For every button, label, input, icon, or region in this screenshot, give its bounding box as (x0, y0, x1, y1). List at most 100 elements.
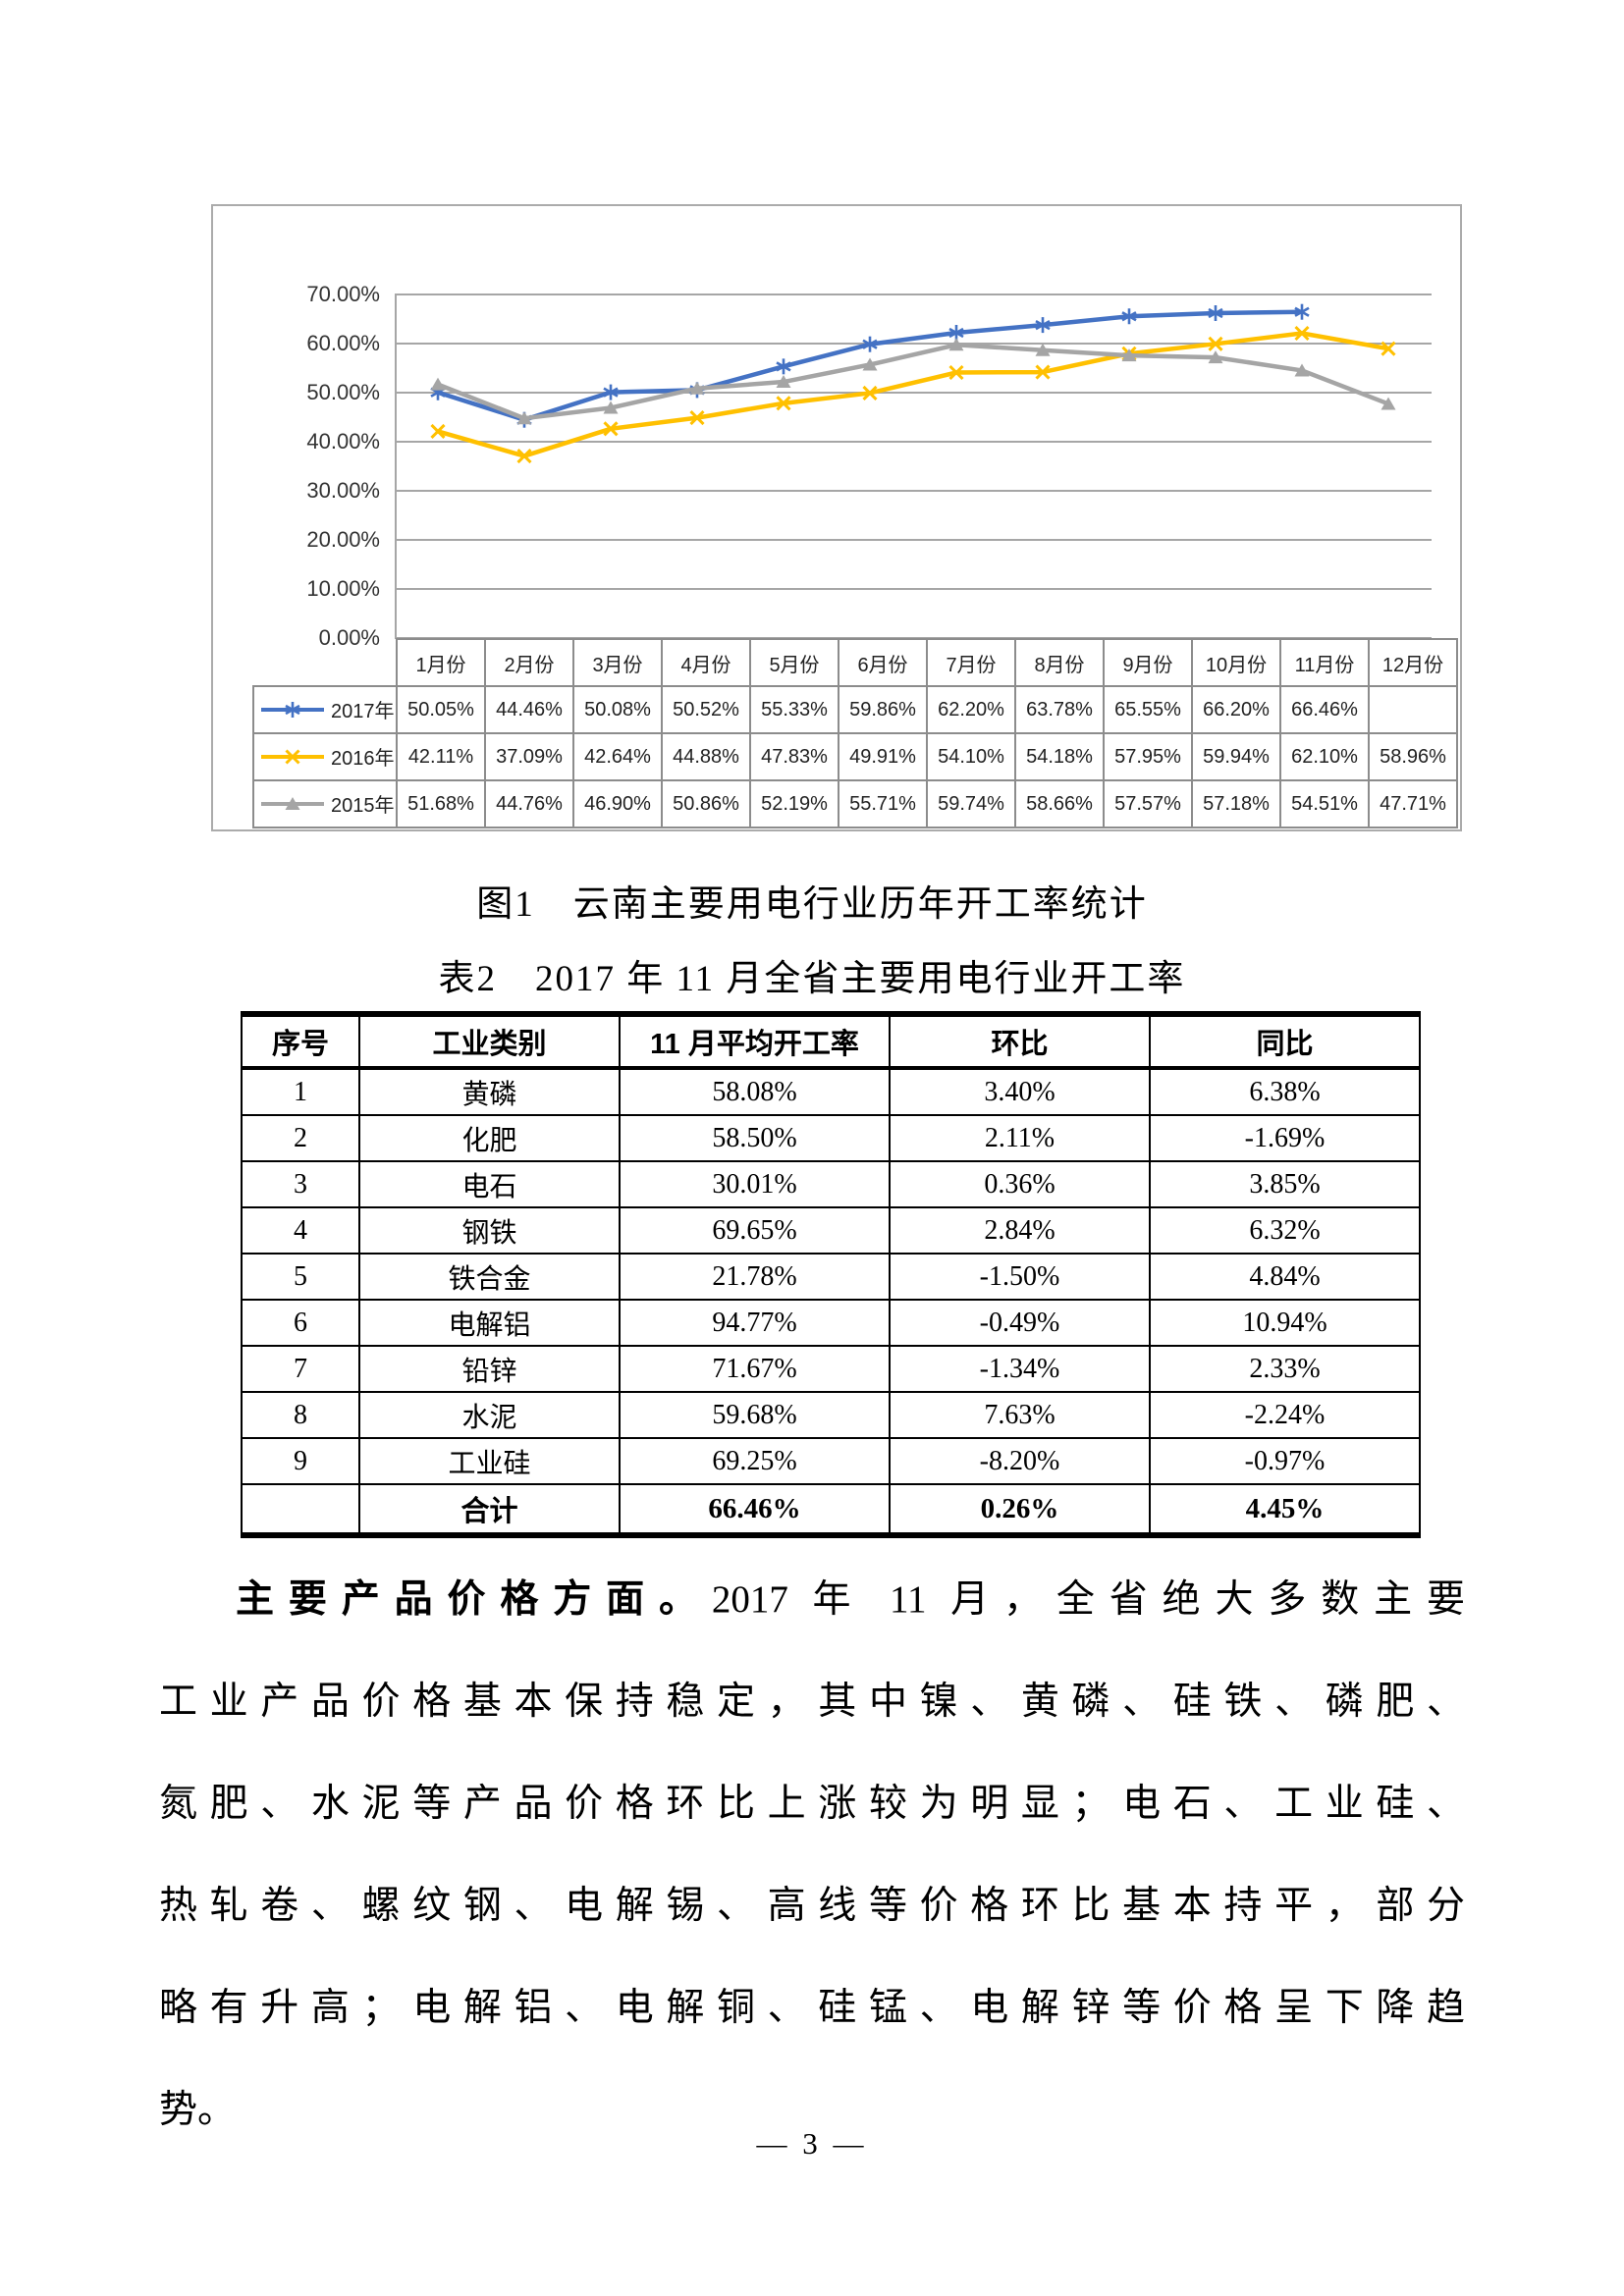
legend-key: 2017年 (258, 695, 395, 723)
chart-value-cell: 57.95% (1103, 732, 1193, 781)
table-cell: 0.36% (889, 1160, 1151, 1208)
legend-series-name: 2015年 (331, 795, 395, 818)
table-cell: 铁合金 (358, 1253, 621, 1301)
table-cell: 电石 (358, 1160, 621, 1208)
table-cell: 电解铝 (358, 1299, 621, 1347)
table-row: 8 水泥 59.68% 7.63% -2.24% (241, 1391, 1421, 1439)
table-cell: 6 (241, 1299, 360, 1347)
data-point-marker (862, 339, 878, 349)
table-row: 7 铅锌 71.67% -1.34% 2.33% (241, 1345, 1421, 1393)
chart-value-cell: 66.20% (1191, 685, 1281, 734)
data-point-marker (1294, 363, 1310, 377)
data-point-marker (1035, 343, 1051, 356)
figure-1-chart: 0.00% 10.00% 20.00% 30.00% 40.00% 50.00% 60.00… (211, 204, 1462, 831)
chart-legend-cell: 2017年 (252, 685, 398, 734)
chart-month-header: 3月份 (572, 638, 663, 687)
legend-key-triangle-icon (261, 796, 324, 810)
table-row: 1 黄磷 58.08% 3.40% 6.38% (241, 1067, 1421, 1116)
data-point-marker (776, 375, 791, 389)
chart-month-header: 2月份 (484, 638, 574, 687)
table-cell: 化肥 (358, 1114, 621, 1162)
table-cell: 30.01% (619, 1160, 891, 1208)
y-axis-tick-label: 20.00% (306, 527, 380, 552)
paragraph-line: 主要产品价格方面。2017 年 11 月，全省绝大多数主要 (236, 1578, 1465, 1621)
table-cell: 94.77% (619, 1299, 891, 1347)
table-cell (241, 1483, 360, 1536)
chart-value-cell: 46.90% (572, 779, 663, 828)
chart-month-header: 10月份 (1191, 638, 1281, 687)
data-point-marker (1380, 341, 1396, 356)
data-point-marker (948, 364, 964, 381)
chart-value-cell: 59.74% (926, 779, 1016, 828)
chart-value-cell: 52.19% (749, 779, 839, 828)
table-cell: 9 (241, 1437, 360, 1485)
data-point-marker (1121, 348, 1137, 362)
data-point-marker (516, 448, 532, 464)
chart-month-header: 4月份 (661, 638, 751, 687)
chart-series-row: 2015年 51.68% 44.76% 46.90% 50.86% 52.19% 55.71… (252, 779, 1458, 828)
table-cell: 58.50% (619, 1114, 891, 1162)
y-axis-tick-label: 40.00% (306, 429, 380, 454)
table-cell: 2 (241, 1114, 360, 1162)
table-cell: 铅锌 (358, 1345, 621, 1393)
chart-series-row: 2017年 50.05% 44.46% 50.08% 50.52% 55.33% 59.86… (252, 685, 1458, 734)
table-cell: 3 (241, 1160, 360, 1208)
chart-value-cell: 62.10% (1279, 732, 1370, 781)
chart-month-header: 5月份 (749, 638, 839, 687)
chart-value-cell: 54.51% (1279, 779, 1370, 828)
chart-value-cell: 50.05% (396, 685, 486, 734)
data-point-marker (430, 423, 446, 440)
table-cell: 1 (241, 1067, 360, 1116)
paragraph-line: 氮肥、水泥等产品价格环比上涨较为明显；电石、工业硅、 (159, 1783, 1465, 1825)
table-cell: 10.94% (1149, 1299, 1421, 1347)
chart-value-cell: 47.83% (749, 732, 839, 781)
chart-value-cell: 50.86% (661, 779, 751, 828)
data-point-marker (1035, 319, 1051, 331)
series-line-2015年 (435, 343, 1391, 421)
table-cell: -0.49% (889, 1299, 1151, 1347)
data-point-marker (430, 377, 446, 391)
table-header-cell: 11 月平均开工率 (619, 1013, 891, 1070)
table-cell: 2.11% (889, 1114, 1151, 1162)
chart-month-header: 9月份 (1103, 638, 1193, 687)
chart-value-cell: 42.11% (396, 732, 486, 781)
table-cell: 69.65% (619, 1206, 891, 1255)
legend-key-asterisk-icon (261, 701, 324, 718)
chart-value-cell: 57.18% (1191, 779, 1281, 828)
legend-key: 2016年 (258, 742, 395, 771)
chart-value-cell: 62.20% (926, 685, 1016, 734)
page-number: — 3 — (756, 2126, 868, 2161)
table-cell: 2.33% (1149, 1345, 1421, 1393)
chart-value-cell: 51.68% (396, 779, 486, 828)
legend-key: 2015年 (258, 789, 395, 818)
chart-month-header: 11月份 (1279, 638, 1370, 687)
table-row: 2 化肥 58.50% 2.11% -1.69% (241, 1114, 1421, 1162)
chart-value-cell: 59.86% (838, 685, 928, 734)
data-point-marker (689, 410, 705, 426)
y-axis-tick-label: 70.00% (306, 282, 380, 306)
table-cell: 2.84% (889, 1206, 1151, 1255)
table-cell: 合计 (358, 1483, 621, 1536)
table-header-cell: 环比 (889, 1013, 1151, 1070)
figure-caption: 图1 云南主要用电行业历年开工率统计 (476, 884, 1148, 925)
body-paragraph: 主要产品价格方面。2017 年 11 月，全省绝大多数主要 工业产品价格基本保持稳… (159, 1549, 1465, 2162)
chart-value-cell: 44.88% (661, 732, 751, 781)
table-header-cell: 工业类别 (358, 1013, 621, 1070)
data-point-marker (776, 361, 791, 372)
table-cell: 钢铁 (358, 1206, 621, 1255)
chart-value-cell: 55.33% (749, 685, 839, 734)
chart-value-cell: 58.96% (1368, 732, 1458, 781)
chart-plot-area (395, 294, 1432, 639)
data-point-marker (776, 396, 791, 411)
table-cell: 7.63% (889, 1391, 1151, 1439)
chart-value-cell: 54.10% (926, 732, 1016, 781)
table-header-cell: 序号 (241, 1013, 360, 1070)
data-point-marker (948, 327, 964, 339)
table-cell: 4.84% (1149, 1253, 1421, 1301)
paragraph-line: 略有升高；电解铝、电解铜、硅锰、电解锌等价格呈下降趋 (159, 1987, 1465, 2029)
data-point-marker (689, 381, 705, 395)
table-total-row: 合计 66.46% 0.26% 4.45% (241, 1483, 1421, 1536)
table-row: 6 电解铝 94.77% -0.49% 10.94% (241, 1299, 1421, 1347)
table-cell: -1.50% (889, 1253, 1151, 1301)
chart-data-table: 1月份 2月份 3月份 4月份 5月份 6月份 7月份 8月份 9月份 10月份 11月份 12月份 2… (252, 638, 1458, 828)
